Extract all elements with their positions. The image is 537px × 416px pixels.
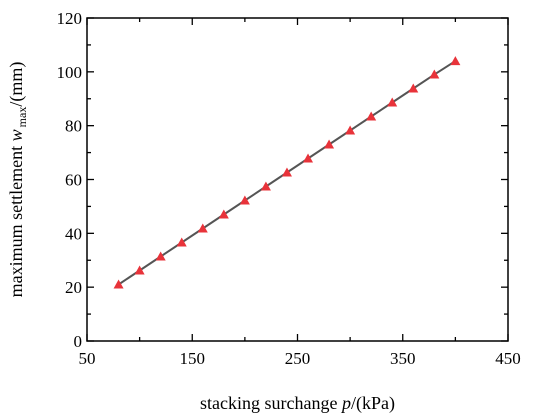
data-point [345, 125, 356, 135]
data-point [218, 209, 229, 219]
x-axis-title-unit: /(kPa) [351, 393, 395, 414]
y-tick-labels: 0 20 40 60 80 100 120 [57, 9, 83, 351]
x-tick-labels: 50 150 250 350 450 [79, 349, 521, 368]
data-point [134, 265, 145, 275]
y-axis-title-sub: max [15, 107, 29, 128]
x-tick-label: 350 [390, 349, 416, 368]
data-point [387, 97, 398, 107]
data-point [450, 56, 461, 66]
y-tick-label: 60 [65, 171, 82, 190]
series-markers [113, 56, 461, 289]
x-axis-title: stacking surchange p/(kPa) [200, 393, 395, 414]
data-point [113, 279, 124, 289]
data-point [324, 139, 335, 149]
x-tick-label: 250 [285, 349, 311, 368]
y-tick-label: 20 [65, 278, 82, 297]
y-axis-title-var: w [6, 129, 26, 141]
data-point [366, 111, 377, 121]
data-point [408, 83, 419, 93]
data-point [239, 195, 250, 205]
y-tick-label: 100 [57, 63, 83, 82]
y-tick-label: 80 [65, 117, 82, 136]
x-tick-label: 150 [180, 349, 206, 368]
data-point [197, 223, 208, 233]
x-tick-label: 50 [79, 349, 96, 368]
y-tick-label: 120 [57, 9, 83, 28]
y-tick-label: 40 [65, 224, 82, 243]
data-point [303, 153, 314, 163]
axis-ticks [86, 17, 509, 342]
y-axis-title-text: maximum settlement [6, 141, 26, 297]
data-point [176, 237, 187, 247]
data-point [281, 167, 292, 177]
x-axis-title-var: p [340, 393, 351, 413]
data-point [155, 251, 166, 261]
data-point [260, 181, 271, 191]
y-axis-title-unit: /(mm) [6, 62, 27, 107]
x-tick-label: 450 [495, 349, 521, 368]
y-tick-label: 0 [74, 332, 83, 351]
data-point [429, 69, 440, 79]
x-axis-title-text: stacking surchange [200, 393, 342, 413]
plot-frame [86, 17, 509, 342]
y-axis-title: maximum settlement wmax/(mm) [6, 62, 29, 298]
